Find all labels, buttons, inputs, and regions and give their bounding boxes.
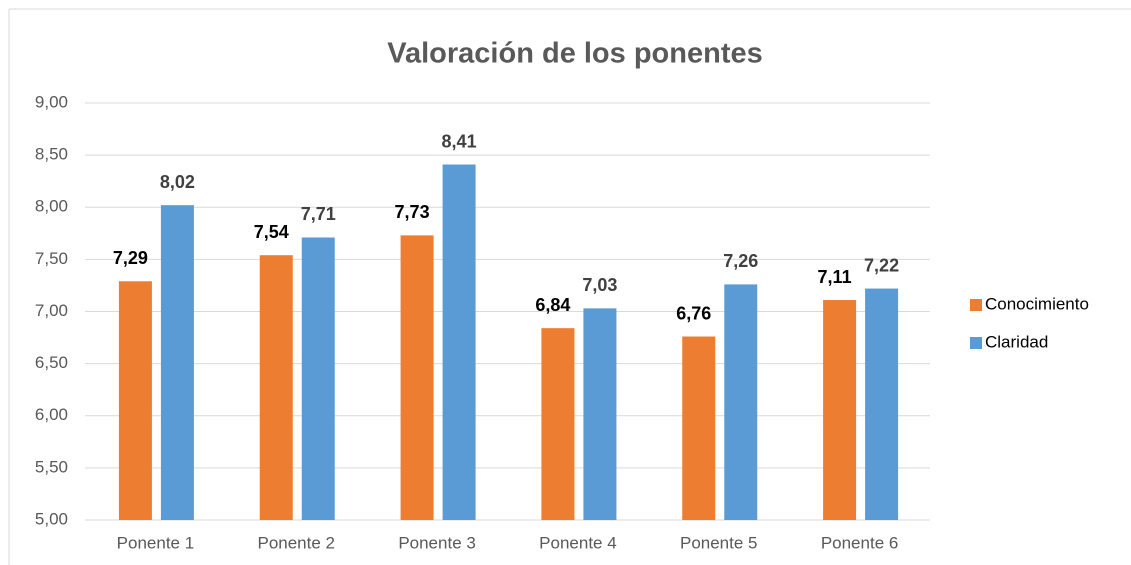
y-tick-label: 6,00 [35,405,68,424]
bar [442,164,476,520]
bar [301,237,335,521]
data-label: 7,29 [113,248,148,268]
data-label: 7,11 [818,267,852,287]
x-tick-label: Ponente 6 [821,533,899,552]
y-tick-label: 8,00 [35,197,68,216]
bar [400,235,434,520]
data-label: 6,84 [535,295,570,315]
y-tick-label: 5,00 [35,509,68,528]
bar [724,284,758,520]
bar [823,300,857,520]
bar [118,281,152,520]
data-label: 7,71 [301,204,336,224]
bar [865,288,899,520]
bar [682,336,716,520]
legend-label: Conocimiento [985,294,1089,313]
y-tick-label: 5,50 [35,457,68,476]
bar [583,308,617,520]
data-label: 7,26 [723,251,758,271]
data-label: 8,41 [442,131,477,151]
x-tick-label: Ponente 3 [398,533,476,552]
data-label: 7,54 [254,222,289,242]
legend-label: Claridad [985,332,1048,351]
y-tick-label: 7,00 [35,301,68,320]
bar [160,205,194,521]
y-tick-label: 9,00 [35,92,68,111]
chart-title: Valoración de los ponentes [387,38,763,70]
bar [541,328,575,520]
x-tick-label: Ponente 2 [257,533,335,552]
legend-swatch [970,337,982,349]
y-tick-label: 6,50 [35,353,68,372]
x-tick-label: Ponente 4 [539,533,617,552]
data-label: 7,73 [395,202,430,222]
bar [259,255,293,520]
x-tick-label: Ponente 1 [117,533,195,552]
data-label: 7,03 [582,275,617,295]
data-label: 7,22 [864,255,899,275]
data-label: 8,02 [160,172,195,192]
legend-swatch [970,299,982,311]
y-tick-label: 8,50 [35,145,68,164]
data-label: 6,76 [676,303,711,323]
y-tick-label: 7,50 [35,249,68,268]
x-tick-label: Ponente 5 [680,533,758,552]
